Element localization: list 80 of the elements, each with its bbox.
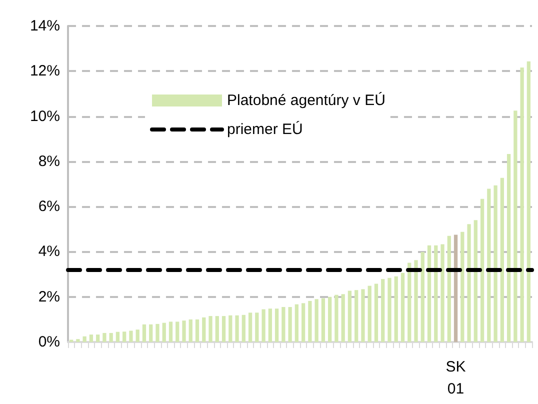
bar [149, 324, 153, 342]
bar [301, 303, 306, 342]
bar [122, 332, 126, 342]
y-tick-label: 8% [38, 152, 60, 170]
bar [156, 324, 160, 342]
bar [142, 324, 146, 342]
bar [288, 307, 292, 342]
bar [282, 307, 286, 342]
y-tick-label: 6% [38, 198, 60, 216]
bar [447, 236, 451, 342]
bar [334, 294, 338, 342]
bar [321, 298, 326, 342]
y-tick-label: 2% [38, 288, 60, 306]
bar [215, 316, 219, 342]
y-tick-label: 14% [30, 18, 60, 34]
bar [514, 110, 518, 342]
bar [228, 315, 232, 342]
bar [274, 308, 279, 342]
bar [76, 339, 80, 342]
bar [427, 245, 432, 342]
bar [388, 278, 392, 342]
bar [208, 316, 212, 342]
y-tick-label: 0% [38, 334, 60, 350]
bar [494, 185, 498, 342]
bar [182, 320, 186, 342]
bar [162, 322, 166, 342]
bar [487, 188, 491, 342]
bar [102, 332, 106, 342]
bar [168, 322, 173, 342]
bar [500, 178, 504, 342]
bar [341, 294, 345, 342]
bar [294, 304, 299, 342]
bar [109, 332, 113, 342]
y-tick-label: 4% [38, 243, 60, 260]
bar [242, 314, 246, 342]
bar [255, 312, 259, 342]
bar [467, 224, 471, 342]
bar [82, 336, 86, 342]
bar [381, 279, 385, 342]
bar [314, 299, 318, 342]
bar [116, 332, 120, 342]
bar [526, 61, 531, 342]
bar [460, 232, 464, 342]
bar [414, 260, 418, 342]
bar [96, 334, 100, 342]
bar [195, 319, 200, 342]
bar [235, 315, 239, 342]
bar [361, 289, 365, 342]
bar [440, 244, 444, 342]
bar [202, 317, 206, 342]
bar [408, 262, 412, 342]
bar [136, 330, 140, 342]
bar [420, 252, 424, 342]
bar [328, 296, 332, 342]
x-tick-label: SK 01 [446, 358, 466, 398]
legend-label: priemer EÚ [227, 120, 303, 138]
bar [474, 220, 478, 342]
legend-label: Platobné agentúry v EÚ [227, 91, 386, 109]
bar [520, 68, 524, 342]
bar [454, 234, 458, 342]
y-tick-label: 10% [30, 108, 60, 125]
bar [374, 284, 378, 342]
bar [268, 308, 272, 342]
bar [506, 154, 511, 342]
bar [176, 322, 180, 342]
bar [248, 312, 252, 342]
y-tick-label: 12% [30, 62, 60, 80]
bar [188, 319, 192, 342]
bar [394, 276, 398, 342]
bar [354, 290, 358, 342]
bar [308, 300, 312, 342]
bar [129, 330, 133, 342]
bar [348, 290, 352, 342]
bar [89, 334, 94, 342]
bar [434, 245, 438, 342]
bar [368, 286, 372, 342]
bar [480, 198, 484, 342]
bar [222, 316, 226, 342]
bar [400, 272, 405, 342]
bar [262, 309, 266, 342]
